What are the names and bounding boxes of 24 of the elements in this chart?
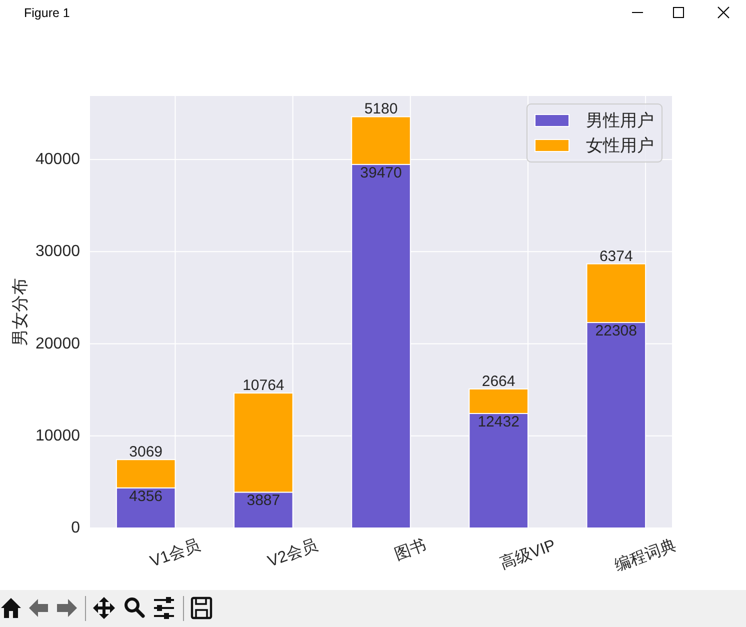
data-label: 2664 xyxy=(482,372,516,390)
data-label: 12432 xyxy=(478,413,520,430)
x-tick-label: 编程词典 xyxy=(612,536,679,575)
data-label: 22308 xyxy=(595,322,638,340)
data-label: 10764 xyxy=(242,377,284,394)
x-tick-label: 图书 xyxy=(392,536,428,564)
annotation: Figure 1 xyxy=(24,6,70,20)
y-tick-label: 10000 xyxy=(36,427,80,444)
data-label: 4356 xyxy=(129,488,163,505)
y-tick-label: 30000 xyxy=(36,243,80,260)
legend-label: 男性用户 xyxy=(586,111,654,130)
legend-label: 女性用户 xyxy=(586,136,654,155)
y-tick-label: 0 xyxy=(71,520,80,536)
data-label: 39470 xyxy=(360,164,402,182)
data-label: 3887 xyxy=(246,492,280,510)
data-label: 5180 xyxy=(364,100,398,118)
x-tick-label: V1会员 xyxy=(148,537,202,571)
y-tick-label: 20000 xyxy=(36,335,80,352)
x-tick-label: V2会员 xyxy=(266,537,320,571)
data-label: 3069 xyxy=(129,444,163,461)
data-label: 6374 xyxy=(599,248,633,265)
y-axis-title: 男女分布 xyxy=(10,278,30,346)
y-tick-label: 40000 xyxy=(36,151,80,168)
x-tick-label: 高级VIP xyxy=(498,536,558,573)
